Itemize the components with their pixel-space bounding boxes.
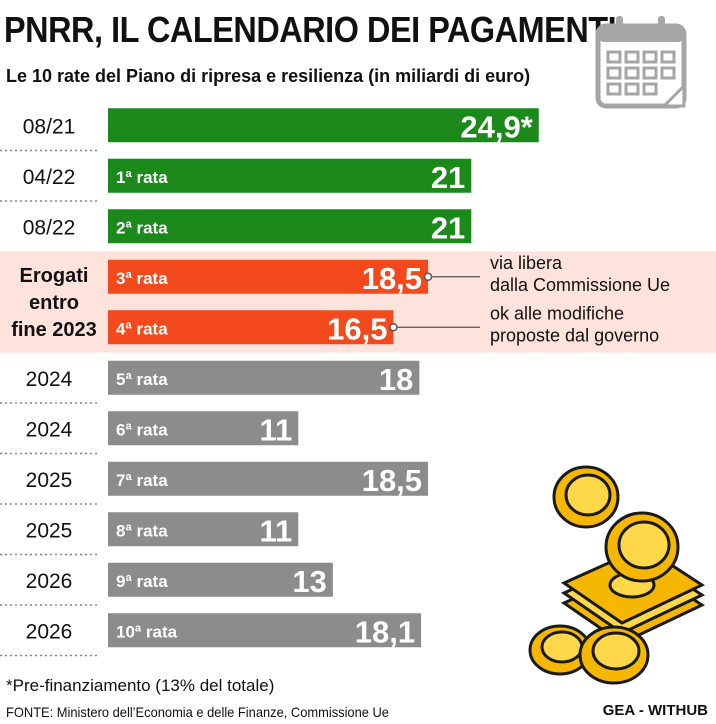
value-label: 13: [292, 564, 326, 599]
group-label-line: entro: [29, 292, 79, 314]
tranche-label: 8ª rata: [116, 521, 168, 540]
tranche-label: 5ª rata: [116, 370, 168, 389]
bar: [108, 613, 422, 648]
value-label: 21: [431, 160, 465, 195]
coins-and-banknotes-illustration: [528, 465, 706, 685]
bar: [108, 310, 394, 345]
annotation-text: dalla Commissione Ue: [490, 275, 670, 295]
period-label: 2025: [26, 469, 73, 492]
bar: [108, 108, 539, 143]
value-label: 18,5: [362, 261, 422, 296]
group-label-line: Erogati: [20, 265, 89, 287]
source-note: FONTE: Ministero dell’Economia e delle F…: [6, 704, 389, 720]
tranche-label: 1ª rata: [116, 168, 168, 187]
brand-credit: GEA - WITHUB: [602, 702, 708, 719]
period-label: 08/22: [23, 216, 76, 239]
calendar-icon: [595, 16, 687, 109]
tranche-label: 7ª rata: [116, 471, 168, 490]
period-label: 08/21: [23, 115, 76, 138]
value-label: 16,5: [327, 311, 387, 346]
tranche-label: 3ª rata: [116, 269, 168, 288]
bar: [108, 411, 299, 446]
tranche-label: 10ª rata: [116, 622, 178, 641]
value-label: 11: [260, 412, 293, 447]
bar: [108, 360, 420, 395]
tranche-label: 2ª rata: [116, 218, 168, 237]
bar: [108, 209, 472, 244]
period-label: 2024: [26, 418, 73, 441]
chart-title: PNRR, IL CALENDARIO DEI PAGAMENTI: [4, 9, 617, 50]
footnote: *Pre-finanziamento (13% del totale): [6, 676, 275, 695]
value-label: 18,1: [355, 614, 415, 649]
annotation-dot: [389, 323, 398, 332]
period-label: 2026: [26, 620, 73, 643]
group-label-line: fine 2023: [11, 319, 97, 341]
annotation-text: proposte dal governo: [490, 325, 659, 345]
tranche-label: 4ª rata: [116, 319, 168, 338]
period-label: 04/22: [23, 166, 76, 189]
bar: [108, 158, 472, 193]
period-label: 2024: [26, 368, 73, 391]
period-label: 2026: [26, 570, 73, 593]
value-label: 24,9*: [460, 109, 533, 144]
bar-chart: Erogati entro fine 2023 08/21 24,9* 04/22 1ª r…: [0, 108, 716, 657]
value-label: 11: [260, 513, 293, 548]
tranche-label: 6ª rata: [116, 420, 168, 439]
annotation-dot: [423, 272, 433, 281]
bar: [108, 562, 333, 597]
value-label: 21: [431, 210, 465, 245]
value-label: 18: [379, 362, 413, 397]
tranche-label: 9ª rata: [116, 572, 168, 591]
annotation-text: via libera: [490, 253, 563, 273]
chart-subtitle: Le 10 rate del Piano di ripresa e resili…: [6, 66, 531, 86]
bar: [108, 512, 299, 547]
annotation-text: ok alle modifiche: [490, 303, 624, 323]
bar: [108, 259, 429, 294]
bar: [108, 461, 429, 496]
value-label: 18,5: [362, 463, 422, 498]
period-label: 2025: [26, 519, 73, 542]
